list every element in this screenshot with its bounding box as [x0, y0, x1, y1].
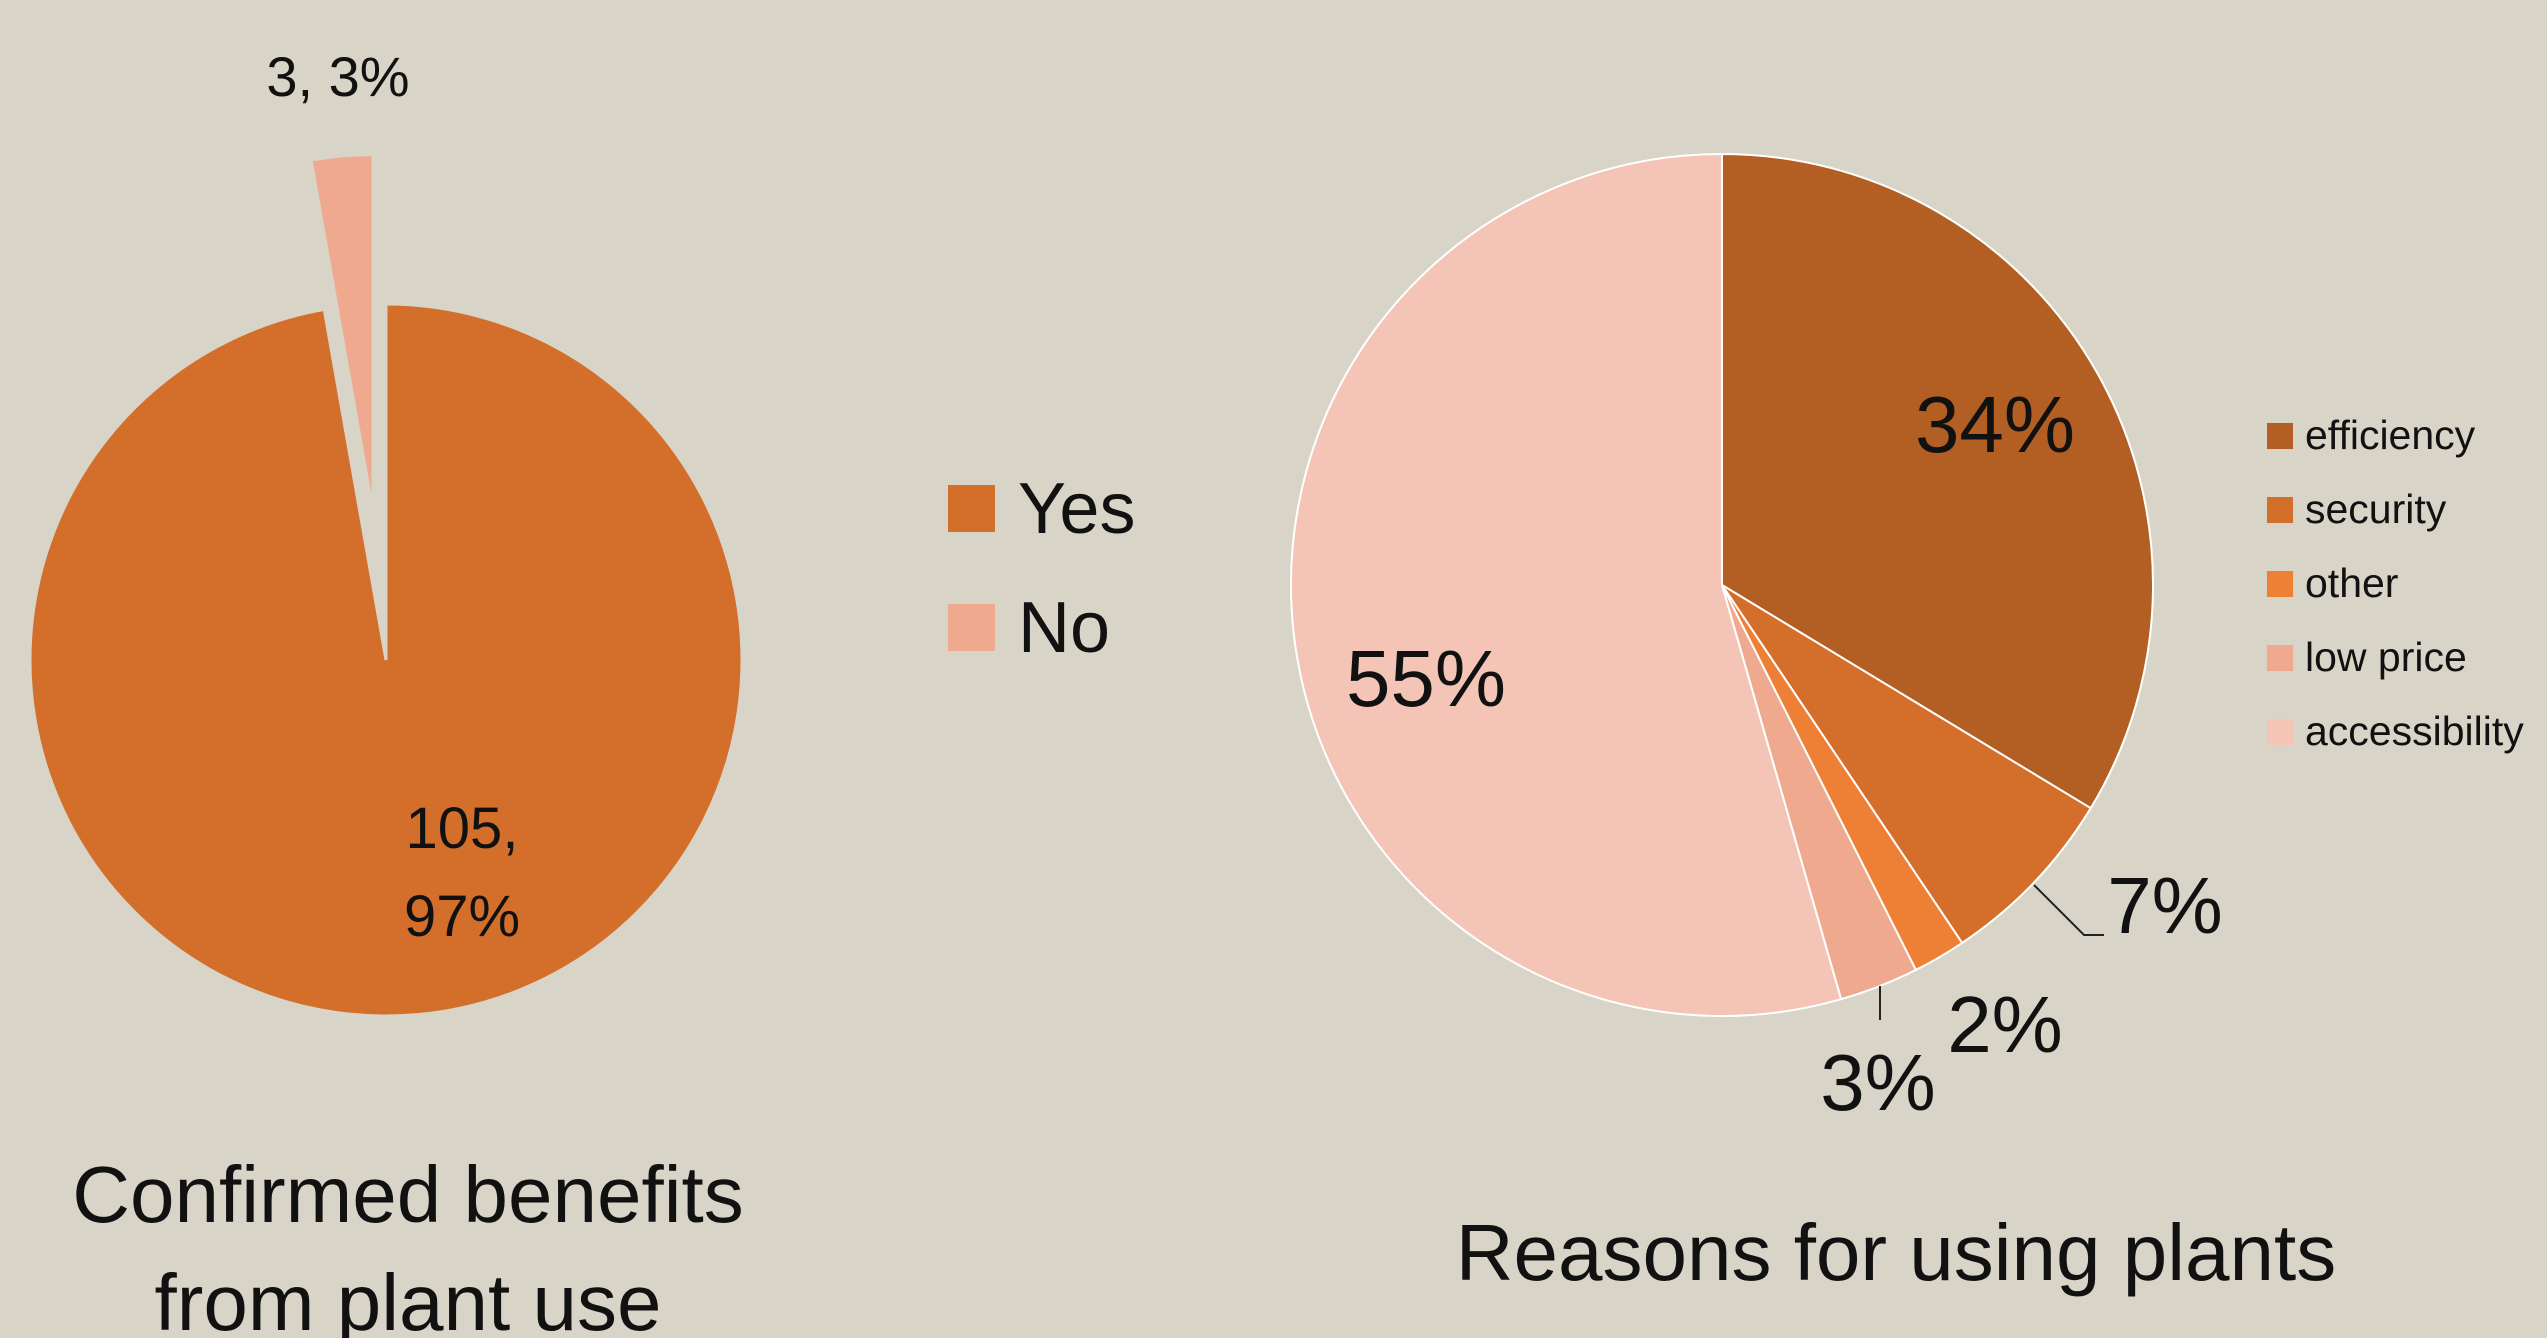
- pie2-leader-security: [2033, 884, 2104, 936]
- pie-chart-reasons: 34% 7% 2% 3% 55% Reasons for using plant…: [1290, 152, 2524, 1297]
- pie2-legend: efficiency security other low price acce…: [2267, 412, 2524, 754]
- pie2-legend-swatch-accessibility: [2267, 719, 2293, 745]
- pie1-slice-yes: [28, 302, 744, 1018]
- pie1-title-line1: Confirmed benefits: [72, 1150, 743, 1239]
- pie2-legend-swatch-efficiency: [2267, 423, 2293, 449]
- pie-chart-benefits: 3, 3% 105, 97% Confirmed benefits from p…: [28, 45, 1135, 1338]
- pie1-label-no: 3, 3%: [266, 45, 409, 108]
- pie2-legend-other: other: [2305, 560, 2398, 606]
- pie2-slice-accessibility: [1290, 152, 1843, 1017]
- pie1-legend-swatch-yes: [948, 485, 995, 532]
- pie2-legend-low-price: low price: [2305, 634, 2467, 680]
- pie1-legend-swatch-no: [948, 604, 995, 651]
- pie2-label-accessibility: 55%: [1346, 634, 1506, 723]
- pie2-slice-efficiency: [1721, 152, 2154, 810]
- pie1-slices: [28, 153, 744, 1018]
- pie2-label-efficiency: 34%: [1915, 380, 2075, 469]
- pie2-legend-security: security: [2305, 486, 2447, 532]
- pie2-legend-efficiency: efficiency: [2305, 412, 2476, 458]
- pie2-title: Reasons for using plants: [1456, 1208, 2337, 1297]
- pie1-label-yes-percent: 97%: [404, 884, 520, 949]
- pie2-slices: [1290, 152, 2154, 1017]
- pie1-title-line2: from plant use: [155, 1258, 662, 1338]
- pie1-label-yes-count: 105,: [406, 796, 519, 861]
- pie2-legend-accessibility: accessibility: [2305, 708, 2524, 754]
- pie2-label-other: 2%: [1947, 980, 2063, 1069]
- pie2-legend-swatch-other: [2267, 571, 2293, 597]
- pie2-label-low-price: 3%: [1820, 1038, 1936, 1127]
- pie2-legend-swatch-low-price: [2267, 645, 2293, 671]
- pie1-legend: Yes No: [948, 469, 1135, 668]
- pie1-legend-yes: Yes: [1018, 469, 1135, 549]
- pie2-legend-swatch-security: [2267, 497, 2293, 523]
- pie2-label-security: 7%: [2107, 861, 2223, 950]
- pie1-slice-no: [309, 153, 375, 511]
- pie1-legend-no: No: [1018, 588, 1110, 668]
- pie2-slice-security: [1721, 584, 2093, 945]
